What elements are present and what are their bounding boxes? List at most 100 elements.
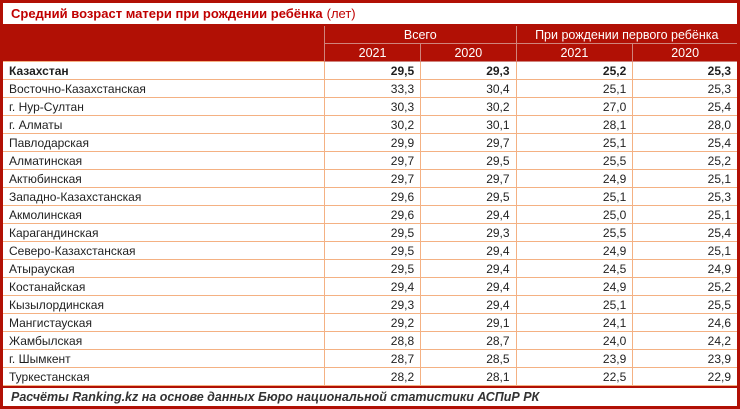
source-note-text: Расчёты Ranking.kz на основе данных Бюро…	[11, 390, 540, 404]
value-cell: 28,7	[323, 349, 422, 368]
value-cell: 24,9	[515, 277, 634, 296]
value-cell: 25,1	[515, 133, 634, 152]
table-row: г. Алматы 30,2 30,1 28,1 28,0	[3, 115, 737, 134]
value-cell: 28,1	[515, 115, 634, 134]
value-cell: 29,4	[323, 277, 422, 296]
table-row: Мангистауская 29,2 29,1 24,1 24,6	[3, 313, 737, 332]
value-cell: 29,4	[420, 241, 517, 260]
corner-header-cell	[3, 26, 325, 62]
value-cell: 22,5	[515, 367, 634, 386]
table-row: г. Нур-Султан 30,3 30,2 27,0 25,4	[3, 97, 737, 116]
table-row: Жамбылская 28,8 28,7 24,0 24,2	[3, 331, 737, 350]
value-cell: 29,3	[420, 61, 517, 80]
region-name-cell: г. Нур-Султан	[3, 97, 325, 116]
region-name-cell: Туркестанская	[3, 367, 325, 386]
value-cell: 24,9	[632, 259, 737, 278]
value-cell: 28,1	[420, 367, 517, 386]
value-cell: 29,7	[420, 169, 517, 188]
value-cell: 30,2	[420, 97, 517, 116]
value-cell: 29,4	[420, 277, 517, 296]
value-cell: 25,5	[515, 223, 634, 242]
value-cell: 30,2	[323, 115, 422, 134]
table-row: Кызылординская 29,3 29,4 25,1 25,5	[3, 295, 737, 314]
value-cell: 24,0	[515, 331, 634, 350]
value-cell: 28,2	[323, 367, 422, 386]
value-cell: 22,9	[632, 367, 737, 386]
value-cell: 25,5	[515, 151, 634, 170]
data-table: Всего При рождении первого ребёнка 2021 …	[3, 26, 737, 386]
value-cell: 29,7	[323, 151, 422, 170]
value-cell: 23,9	[515, 349, 634, 368]
value-cell: 25,3	[632, 61, 737, 80]
col-group-total: Всего	[324, 26, 517, 44]
value-cell: 29,1	[420, 313, 517, 332]
table-row: Карагандинская 29,5 29,3 25,5 25,4	[3, 223, 737, 242]
value-cell: 25,5	[632, 295, 737, 314]
region-name-cell: Атырауская	[3, 259, 325, 278]
title-unit: (лет)	[326, 6, 356, 21]
region-name-cell: Восточно-Казахстанская	[3, 79, 325, 98]
value-cell: 29,5	[323, 259, 422, 278]
table-row: Актюбинская 29,7 29,7 24,9 25,1	[3, 169, 737, 188]
header-year-row: 2021 2020 2021 2020	[3, 43, 737, 62]
value-cell: 25,4	[632, 133, 737, 152]
value-cell: 25,3	[632, 187, 737, 206]
table-row: Павлодарская 29,9 29,7 25,1 25,4	[3, 133, 737, 152]
value-cell: 29,6	[323, 187, 422, 206]
value-cell: 30,3	[323, 97, 422, 116]
value-cell: 24,2	[632, 331, 737, 350]
region-name-cell: Северо-Казахстанская	[3, 241, 325, 260]
value-cell: 24,1	[515, 313, 634, 332]
value-cell: 29,5	[420, 187, 517, 206]
value-cell: 29,2	[323, 313, 422, 332]
table-row-total: Казахстан 29,5 29,3 25,2 25,3	[3, 61, 737, 80]
value-cell: 25,1	[515, 79, 634, 98]
value-cell: 24,9	[515, 169, 634, 188]
value-cell: 29,7	[323, 169, 422, 188]
year-header-first-child-2021: 2021	[515, 43, 634, 62]
region-name-cell: г. Шымкент	[3, 349, 325, 368]
value-cell: 25,0	[515, 205, 634, 224]
value-cell: 24,5	[515, 259, 634, 278]
year-header-first-child-2020: 2020	[632, 43, 737, 62]
year-header-total-2021: 2021	[324, 43, 422, 62]
value-cell: 28,5	[420, 349, 517, 368]
region-name-cell: Алматинская	[3, 151, 325, 170]
value-cell: 29,7	[420, 133, 517, 152]
value-cell: 25,4	[632, 97, 737, 116]
region-name-cell: Карагандинская	[3, 223, 325, 242]
value-cell: 29,3	[323, 295, 422, 314]
region-name-cell: г. Алматы	[3, 115, 325, 134]
value-cell: 29,9	[323, 133, 422, 152]
value-cell: 29,5	[323, 223, 422, 242]
value-cell: 25,2	[632, 277, 737, 296]
table-row: Туркестанская 28,2 28,1 22,5 22,9	[3, 367, 737, 386]
value-cell: 24,6	[632, 313, 737, 332]
value-cell: 29,4	[420, 205, 517, 224]
value-cell: 29,4	[420, 295, 517, 314]
table-row: Атырауская 29,5 29,4 24,5 24,9	[3, 259, 737, 278]
value-cell: 27,0	[515, 97, 634, 116]
region-name-cell: Акмолинская	[3, 205, 325, 224]
header-group-row: Всего При рождении первого ребёнка	[3, 26, 737, 62]
value-cell: 25,3	[632, 79, 737, 98]
value-cell: 30,4	[420, 79, 517, 98]
region-name-cell: Жамбылская	[3, 331, 325, 350]
region-name-cell: Мангистауская	[3, 313, 325, 332]
value-cell: 28,7	[420, 331, 517, 350]
table-row: г. Шымкент 28,7 28,5 23,9 23,9	[3, 349, 737, 368]
value-cell: 29,4	[420, 259, 517, 278]
col-group-first-child: При рождении первого ребёнка	[515, 26, 737, 44]
value-cell: 30,1	[420, 115, 517, 134]
value-cell: 33,3	[323, 79, 422, 98]
value-cell: 25,1	[632, 241, 737, 260]
region-name-cell: Казахстан	[3, 61, 325, 80]
value-cell: 29,3	[420, 223, 517, 242]
value-cell: 29,5	[420, 151, 517, 170]
table-row: Северо-Казахстанская 29,5 29,4 24,9 25,1	[3, 241, 737, 260]
value-cell: 28,0	[632, 115, 737, 134]
table-row: Восточно-Казахстанская 33,3 30,4 25,1 25…	[3, 79, 737, 98]
table-row: Акмолинская 29,6 29,4 25,0 25,1	[3, 205, 737, 224]
table-row: Костанайская 29,4 29,4 24,9 25,2	[3, 277, 737, 296]
